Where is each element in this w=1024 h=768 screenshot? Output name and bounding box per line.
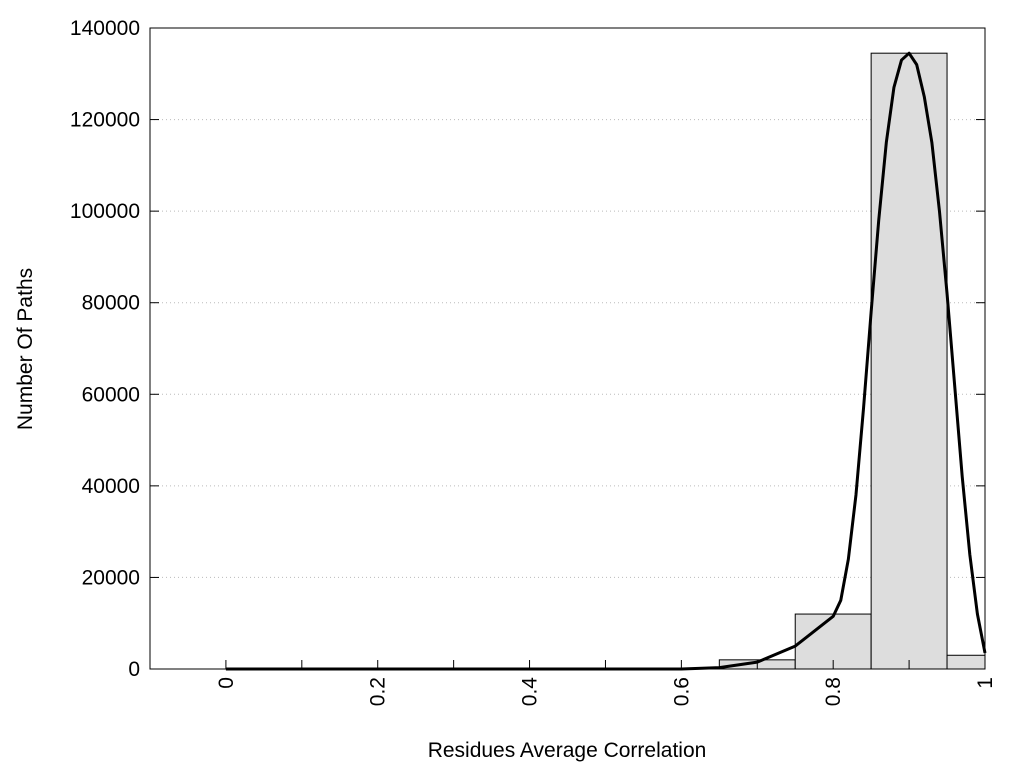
x-tick-label: 0.4 bbox=[519, 677, 542, 707]
y-axis-label: Number Of Paths bbox=[14, 268, 37, 430]
fit-curve bbox=[225, 51, 987, 671]
plot-frame bbox=[149, 27, 986, 670]
x-tick-label: 0 bbox=[215, 677, 238, 689]
x-tick-label: 1 bbox=[974, 677, 997, 689]
y-tick-label: 100000 bbox=[70, 200, 140, 223]
x-tick-label: 0.8 bbox=[822, 677, 845, 706]
x-axis-label: Residues Average Correlation bbox=[428, 739, 707, 762]
y-tick-label: 80000 bbox=[82, 292, 140, 315]
y-tick-label: 0 bbox=[128, 658, 140, 681]
y-tick-label: 20000 bbox=[82, 566, 140, 589]
y-tick-label: 60000 bbox=[82, 383, 140, 406]
y-tick-label: 140000 bbox=[70, 17, 140, 40]
y-tick-label: 120000 bbox=[70, 109, 140, 132]
y-tick-label: 40000 bbox=[82, 475, 140, 498]
bar bbox=[870, 52, 948, 670]
x-tick-label: 0.6 bbox=[670, 677, 693, 706]
bar bbox=[946, 654, 986, 670]
x-tick-label: 0.2 bbox=[367, 677, 390, 706]
